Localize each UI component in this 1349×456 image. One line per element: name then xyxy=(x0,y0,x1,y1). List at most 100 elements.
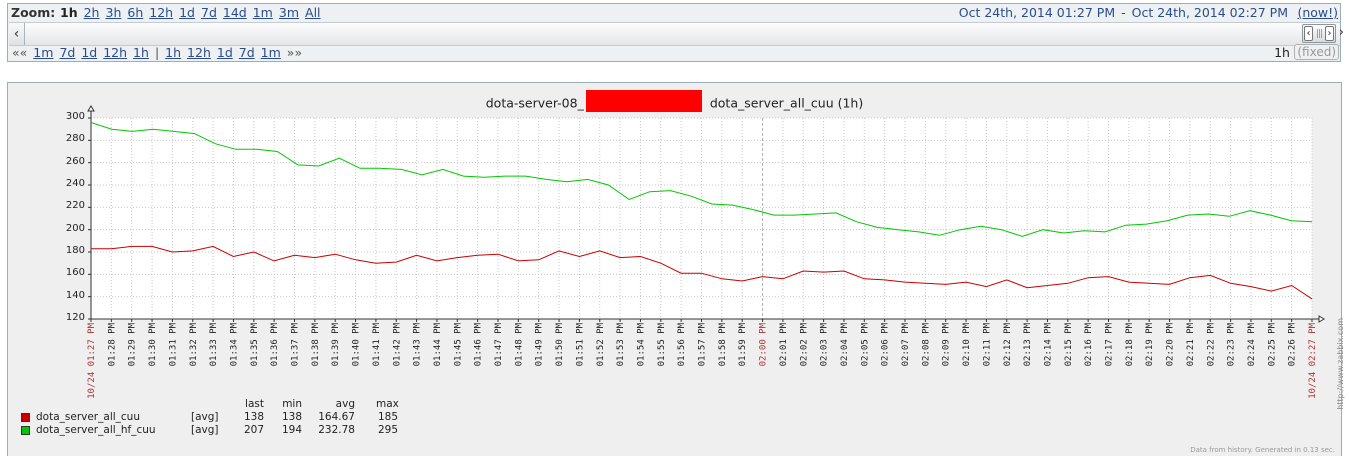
x-tick-label: 02:23 PM xyxy=(1227,322,1237,366)
scroll-right-arrow-icon[interactable]: › xyxy=(1338,25,1344,40)
x-axis-arrow-icon xyxy=(1318,315,1325,323)
x-tick-label: 02:15 PM xyxy=(1064,322,1074,366)
zoom-12h[interactable]: 12h xyxy=(149,5,174,20)
x-tick-label: 01:29 PM xyxy=(128,322,138,366)
now-link[interactable]: (now!) xyxy=(1297,5,1338,20)
legend-swatch xyxy=(21,413,30,422)
x-tick-label: 01:50 PM xyxy=(555,322,565,366)
back-1m[interactable]: 1m xyxy=(33,45,54,60)
x-tick-label: 02:02 PM xyxy=(799,322,809,366)
graph-title: dota-server-08_ dota_server_all_cuu (1h) xyxy=(0,90,1349,115)
zoom-6h[interactable]: 6h xyxy=(127,5,144,20)
zoom-3h[interactable]: 3h xyxy=(105,5,122,20)
zoom-14d[interactable]: 14d xyxy=(222,5,247,20)
x-tick-label: 02:20 PM xyxy=(1166,322,1176,366)
x-tick-label: 02:01 PM xyxy=(779,322,789,366)
x-tick-label: 02:06 PM xyxy=(881,322,891,366)
x-tick-label: 01:40 PM xyxy=(352,322,362,366)
x-tick-label: 02:03 PM xyxy=(820,322,830,366)
y-tick-label: 280 xyxy=(65,133,85,145)
back-1h[interactable]: 1h xyxy=(133,45,149,60)
x-tick-label: 01:59 PM xyxy=(738,322,748,366)
zoom-1h[interactable]: 1h xyxy=(60,5,78,20)
legend-value-last: 138 xyxy=(243,411,264,423)
back-7d[interactable]: 7d xyxy=(59,45,76,60)
time-scrollbar[interactable]: ‹ ‹ ||| › › xyxy=(9,22,1344,46)
x-tick-label: 01:52 PM xyxy=(596,322,606,366)
x-tick-label: 02:21 PM xyxy=(1186,322,1196,366)
legend-row: dota_server_all_cuu [avg] 138 138 164.67 185 xyxy=(21,411,421,424)
zoom-7d[interactable]: 7d xyxy=(201,5,217,20)
x-tick-label: 02:26 PM xyxy=(1288,322,1298,366)
y-tick-label: 220 xyxy=(65,200,85,212)
x-tick-label: 02:11 PM xyxy=(982,322,992,366)
x-tick-label: 01:32 PM xyxy=(189,322,199,366)
x-tick-label: 01:47 PM xyxy=(494,322,504,366)
handle-right-icon[interactable]: › xyxy=(1324,26,1334,41)
x-tick-label: 01:36 PM xyxy=(270,322,280,366)
period-nav-links: «« 1m 7d 1d 12h 1h | 1h 12h 1d 7d 1m »» xyxy=(12,45,308,60)
fixed-toggle[interactable]: (fixed) xyxy=(1294,44,1339,60)
x-tick-label: 01:33 PM xyxy=(209,322,219,366)
scrollbar-handle[interactable]: ‹ ||| › xyxy=(1302,24,1336,43)
legend-value-max: 295 xyxy=(377,424,398,436)
legend-function: [avg] xyxy=(191,424,219,436)
x-tick-label: 10/24 01:27 PM xyxy=(87,322,97,398)
zoom-label: Zoom: xyxy=(11,5,56,20)
zoom-3m[interactable]: 3m xyxy=(278,5,300,20)
x-tick-label: 01:46 PM xyxy=(474,322,484,366)
legend-header-min: min xyxy=(282,398,302,410)
scroll-left-arrow-icon[interactable]: ‹ xyxy=(9,23,25,45)
x-tick-label: 01:39 PM xyxy=(331,322,341,366)
legend-value-avg: 164.67 xyxy=(318,411,355,423)
x-tick-label: 01:57 PM xyxy=(698,322,708,366)
y-tick-label: 300 xyxy=(65,111,85,122)
legend-header-last: last xyxy=(245,398,264,410)
x-tick-label: 01:54 PM xyxy=(636,322,646,366)
zoom-1m[interactable]: 1m xyxy=(252,5,273,20)
x-tick-label: 02:22 PM xyxy=(1206,322,1216,366)
x-tick-label: 02:05 PM xyxy=(860,322,870,366)
graph-title-prefix: dota-server-08_ xyxy=(485,95,584,111)
period-separator: - xyxy=(1121,5,1126,20)
period-to: Oct 24th, 2014 02:27 PM xyxy=(1131,5,1288,20)
back-1d[interactable]: 1d xyxy=(81,45,98,60)
graph-title-suffix: dota_server_all_cuu (1h) xyxy=(709,95,864,111)
zoom-1d[interactable]: 1d xyxy=(179,5,195,20)
y-tick-label: 240 xyxy=(65,178,85,189)
legend-series-name: dota_server_all_hf_cuu xyxy=(36,424,156,436)
x-tick-label: 02:10 PM xyxy=(962,322,972,366)
legend-series-name: dota_server_all_cuu xyxy=(36,411,140,423)
x-tick-label: 02:00 PM xyxy=(759,322,769,366)
y-tick-label: 120 xyxy=(65,312,85,323)
handle-left-icon[interactable]: ‹ xyxy=(1304,26,1313,41)
x-tick-label: 02:16 PM xyxy=(1084,322,1094,366)
footer-note: Data from history. Generated in 0.13 sec… xyxy=(1190,446,1335,454)
zoom-2h[interactable]: 2h xyxy=(83,5,100,20)
x-tick-label: 02:08 PM xyxy=(921,322,931,366)
x-tick-label: 02:04 PM xyxy=(840,322,850,366)
zoom-row: Zoom: 1h 2h 3h 6h 12h 1d 7d 14d 1m 3m All Oct 24th… xyxy=(8,4,1340,22)
zoom-links: 1h 2h 3h 6h 12h 1d 7d 14d 1m 3m All xyxy=(60,5,327,20)
x-tick-label: 02:09 PM xyxy=(942,322,952,366)
back-arrows-icon: «« xyxy=(12,45,28,60)
x-tick-label: 02:07 PM xyxy=(901,322,911,366)
nav-divider: | xyxy=(154,45,160,60)
forward-1h[interactable]: 1h xyxy=(165,45,182,60)
x-tick-label: 02:17 PM xyxy=(1105,322,1115,366)
x-tick-label: 10/24 02:27 PM xyxy=(1308,322,1318,398)
back-12h[interactable]: 12h xyxy=(103,45,128,60)
forward-1d[interactable]: 1d xyxy=(216,45,233,60)
legend-row: dota_server_all_hf_cuu [avg] 207 194 232.78 2… xyxy=(21,424,421,437)
y-tick-label: 160 xyxy=(65,267,85,279)
zoom-all[interactable]: All xyxy=(305,5,321,20)
x-tick-label: 01:48 PM xyxy=(514,322,524,366)
x-tick-label: 01:31 PM xyxy=(168,322,178,366)
forward-1m[interactable]: 1m xyxy=(260,45,281,60)
zabbix-credit: http://www.zabbix.com xyxy=(1336,318,1345,410)
x-tick-label: 01:49 PM xyxy=(535,322,545,366)
legend-value-avg: 232.78 xyxy=(318,424,355,436)
forward-12h[interactable]: 12h xyxy=(187,45,211,60)
forward-7d[interactable]: 7d xyxy=(238,45,255,60)
legend-function: [avg] xyxy=(191,411,219,423)
